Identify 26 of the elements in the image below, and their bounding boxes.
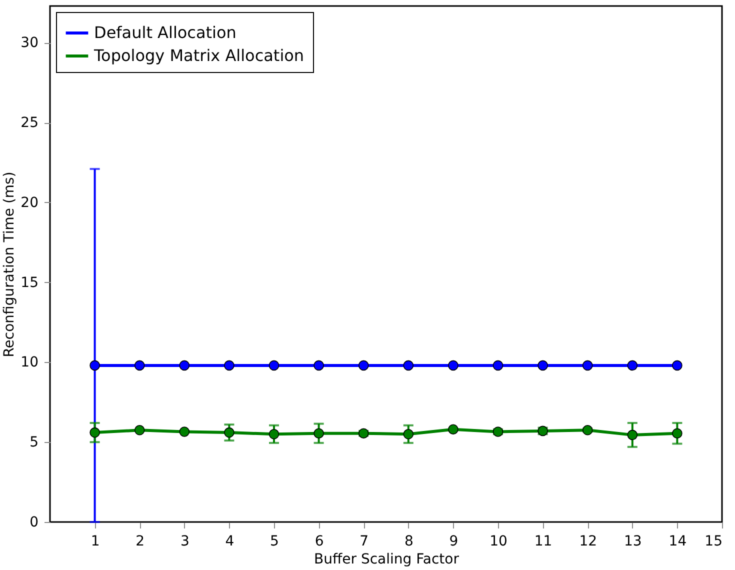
x-tick-label: 13 <box>624 534 642 550</box>
x-tick-label: 15 <box>704 534 722 550</box>
x-tick-label: 6 <box>314 534 324 550</box>
y-tick-label: 15 <box>20 274 38 291</box>
y-tick-label: 5 <box>30 434 38 451</box>
x-tick-label: 10 <box>490 534 508 550</box>
x-tick-label: 11 <box>534 534 552 550</box>
y-tick-label: 25 <box>20 115 38 132</box>
x-tick-label: 2 <box>136 534 145 550</box>
x-tick-label: 1 <box>90 534 100 550</box>
y-axis-title: Reconfiguration Time (ms) <box>2 172 18 358</box>
x-tick-label: 3 <box>180 534 190 550</box>
x-tick-label: 8 <box>404 534 414 550</box>
y-tick-label: 20 <box>20 194 38 211</box>
y-tick-label: 10 <box>20 354 38 371</box>
legend-label: Default Allocation <box>94 23 236 42</box>
x-axis-title: Buffer Scaling Factor <box>314 552 460 568</box>
y-tick-label: 30 <box>20 35 38 52</box>
y-tick-label: 0 <box>30 514 38 530</box>
legend-label: Topology Matrix Allocation <box>93 46 304 65</box>
x-tick-label: 9 <box>449 534 458 550</box>
x-tick-label: 12 <box>579 534 598 550</box>
x-tick-label: 14 <box>668 534 687 550</box>
x-tick-label: 7 <box>360 534 369 550</box>
x-tick-label: 5 <box>270 534 279 550</box>
x-tick-label: 4 <box>225 534 234 550</box>
